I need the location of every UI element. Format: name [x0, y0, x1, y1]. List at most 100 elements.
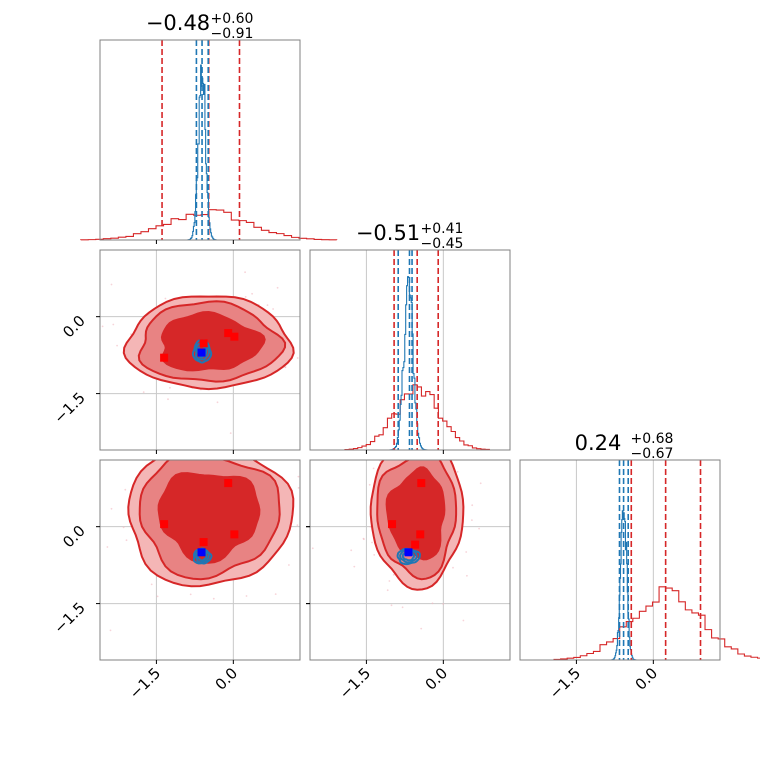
sample-point [434, 456, 436, 458]
red-marker [224, 329, 233, 338]
sample-point [465, 551, 468, 553]
red-marker [224, 479, 233, 488]
sample-point [150, 583, 153, 586]
panel-title-plus: +0.41 [421, 221, 464, 237]
panel-frame [519, 459, 721, 661]
sample-point [142, 391, 145, 393]
blue-marker [404, 548, 413, 557]
x-tick-label: 0.0 [632, 664, 662, 694]
y-tick-label: 0.0 [59, 312, 89, 342]
sample-point [156, 595, 159, 598]
panel-frame [309, 249, 511, 451]
sample-point [251, 292, 254, 295]
sample-point [432, 457, 434, 459]
sample-point [407, 453, 409, 455]
blue-marker [197, 348, 206, 357]
sample-point [363, 538, 365, 541]
sample-point [350, 549, 353, 552]
sample-point [420, 627, 423, 630]
panel-title-plus: +0.60 [211, 11, 254, 27]
panel-content [310, 453, 510, 660]
sample-point [442, 603, 445, 605]
red-contour-level-3 [160, 310, 266, 372]
x-tick-label: 0.0 [422, 664, 452, 694]
sample-point [466, 574, 468, 577]
panel-frame [309, 459, 511, 661]
sample-point [189, 593, 192, 596]
blue-contour-level-1 [396, 547, 421, 566]
sample-point [169, 386, 171, 389]
panel-frame [99, 459, 301, 661]
sample-point [456, 470, 459, 473]
sample-point [373, 554, 376, 556]
sample-point [288, 564, 290, 566]
sample-point [401, 606, 404, 609]
sample-point [284, 366, 287, 368]
sample-point [353, 565, 356, 568]
panel-title-value: −0.48 [146, 11, 210, 35]
panel-title-minus: −0.67 [631, 446, 674, 462]
panel-title-value: 0.24 [575, 431, 622, 455]
red-marker [416, 530, 425, 539]
blue-histogram [187, 64, 217, 241]
panel-content [100, 250, 310, 450]
sample-point [167, 398, 169, 401]
sample-point [90, 441, 92, 443]
sample-point [110, 507, 113, 510]
sample-point [388, 580, 391, 582]
sample-point [392, 573, 395, 576]
sample-point [479, 482, 482, 485]
red-marker [417, 479, 426, 488]
scatter-panel-2 [52, 441, 301, 664]
sample-point [431, 602, 434, 605]
sample-point [368, 483, 371, 486]
red-marker [160, 520, 169, 529]
sample-point [116, 344, 118, 347]
blue-marker [197, 548, 206, 557]
y-tick-label: −1.5 [50, 389, 88, 427]
sample-point [308, 332, 310, 334]
sample-point [386, 589, 389, 592]
sample-point [216, 401, 219, 404]
red-marker [160, 353, 169, 362]
red-contour-level-3 [157, 472, 261, 564]
red-marker [411, 540, 420, 549]
sample-point [390, 604, 393, 607]
sample-point [87, 449, 89, 451]
sample-point [112, 323, 115, 326]
sample-point [106, 546, 109, 548]
sample-point [372, 467, 375, 470]
blue-histogram [389, 276, 428, 451]
sample-point [245, 595, 248, 597]
blue-contour-level-2 [399, 550, 418, 564]
sample-point [478, 527, 480, 530]
y-tick-label: −1.5 [50, 599, 88, 637]
red-marker [230, 530, 239, 539]
blue-contour-level-1 [192, 547, 213, 565]
red-marker [199, 538, 208, 547]
sample-point [471, 504, 474, 507]
sample-point [244, 296, 247, 298]
sample-point [266, 304, 269, 306]
sample-point [125, 539, 128, 542]
x-tick-label: −1.5 [336, 664, 374, 702]
sample-point [311, 547, 314, 550]
red-marker [388, 520, 397, 529]
panel-background [100, 40, 300, 240]
x-tick-label: −1.5 [546, 664, 584, 702]
sample-point [52, 575, 54, 577]
x-tick-label: −1.5 [126, 664, 164, 702]
panel-title-plus: +0.68 [631, 431, 674, 447]
diag-panel-3: 0.24 +0.68−0.67 [519, 431, 760, 664]
sample-point [462, 619, 465, 622]
panel-frame [99, 249, 301, 451]
panel-content [52, 441, 300, 660]
sample-point [244, 271, 247, 274]
sample-point [297, 475, 300, 478]
sample-point [229, 432, 232, 434]
sample-point [164, 297, 167, 300]
panel-frame [99, 39, 301, 241]
red-marker [199, 339, 208, 348]
sample-point [471, 519, 473, 521]
